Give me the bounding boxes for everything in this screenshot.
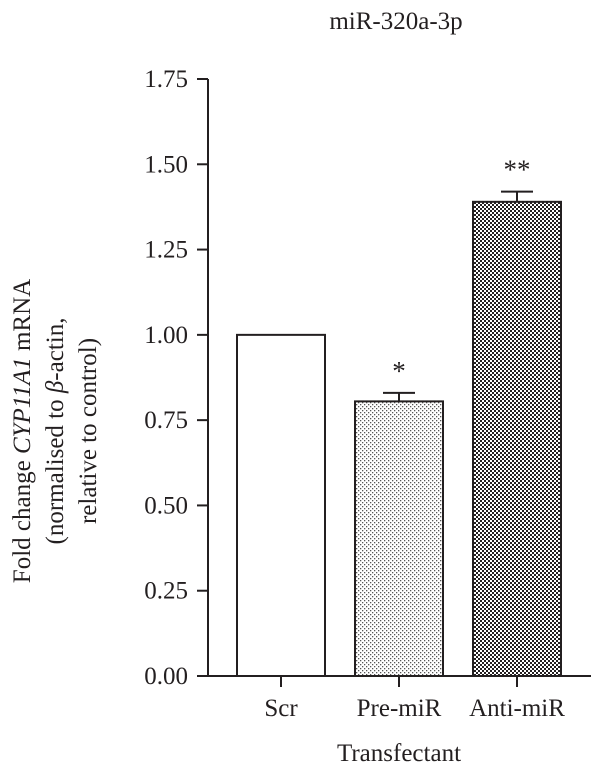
x-axis-label: Transfectant [337, 740, 461, 767]
y-axis-label-line3: relative to control) [75, 338, 102, 524]
y-tick-label: 0.00 [144, 663, 188, 690]
y-tick-label: 0.75 [144, 407, 188, 434]
y-axis-label: Fold change CYP11A1 mRNA (normalised to … [9, 279, 102, 583]
bar-scr [236, 333, 326, 677]
significance-marker: * [392, 356, 406, 386]
x-category-label: Anti-miR [469, 695, 565, 722]
y-tick-label: 1.25 [144, 237, 188, 264]
chart-title: miR-320a-3p [329, 8, 462, 35]
bar-pre-mir [354, 400, 444, 677]
y-tick-label: 1.00 [144, 322, 188, 349]
x-category-label: Scr [264, 695, 298, 722]
x-category-label: Pre-miR [357, 695, 442, 722]
y-tick-label: 1.50 [144, 151, 188, 178]
y-tick-label: 1.75 [144, 66, 188, 93]
significance-marker: ** [504, 155, 531, 185]
y-axis-label-line2: (normalised to β-actin, [42, 318, 69, 545]
y-tick-label: 0.25 [144, 578, 188, 605]
y-axis-label-line1: Fold change CYP11A1 mRNA [9, 279, 36, 583]
y-tick-label: 0.50 [144, 492, 188, 519]
bar-anti-mir [472, 200, 562, 677]
